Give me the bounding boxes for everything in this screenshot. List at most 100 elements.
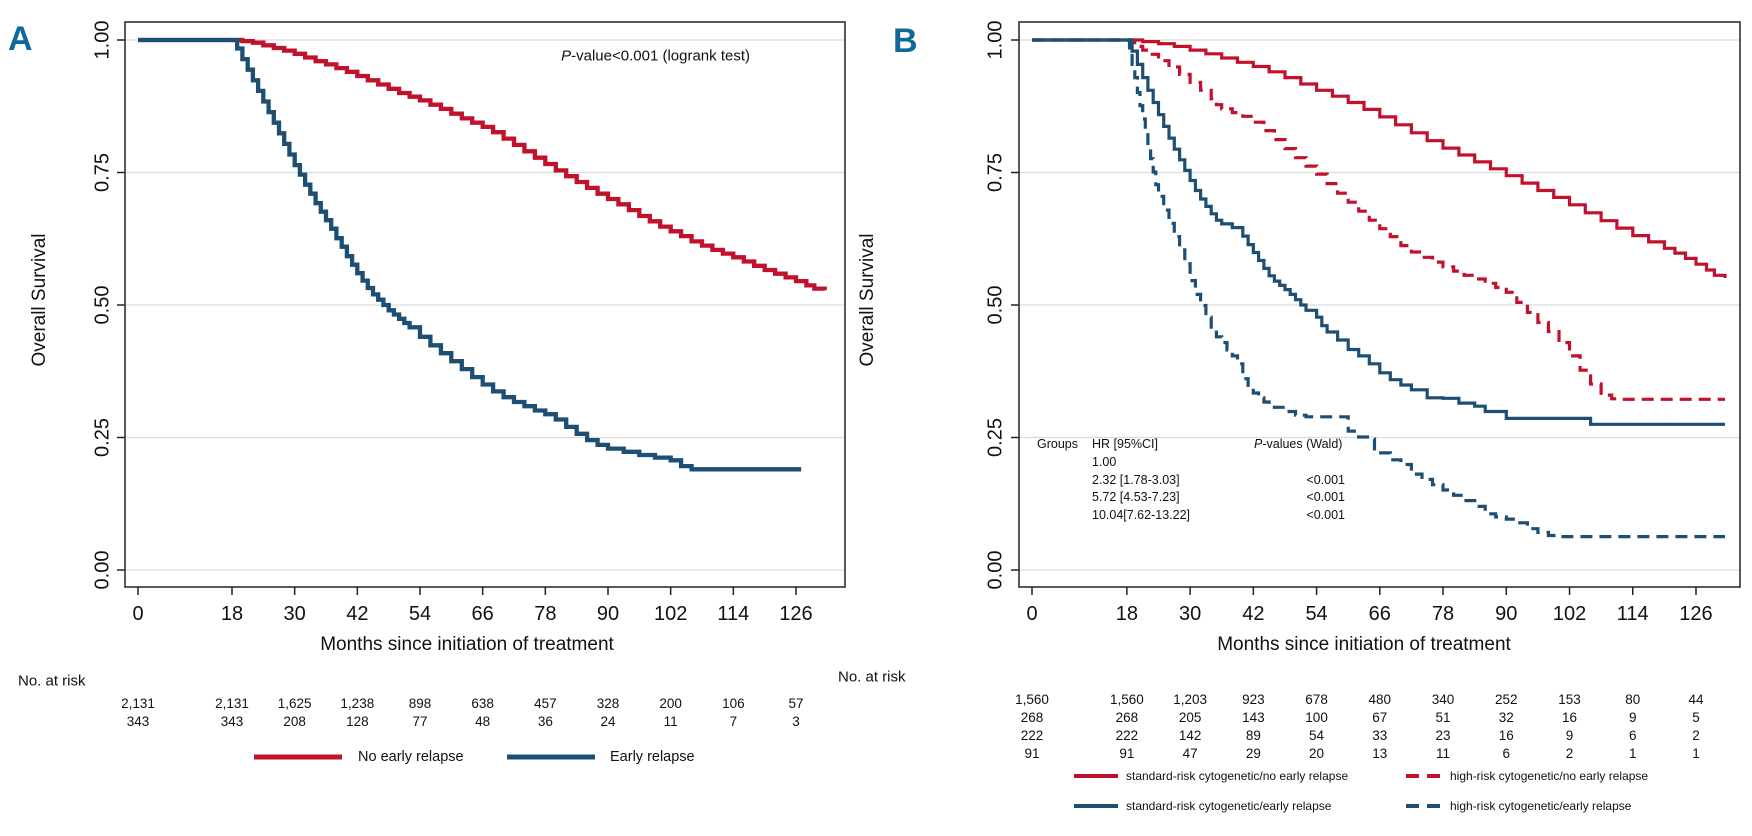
legend-swatch-solid	[1074, 774, 1118, 778]
legend-swatch-dashed	[1406, 804, 1442, 808]
x-tick-label: 66	[472, 603, 494, 625]
km-curve-standard-risk-cytogenetic-no-early-relapse	[1032, 38, 1727, 278]
risk-count: 36	[537, 713, 553, 729]
risk-count: 208	[283, 713, 306, 729]
x-tick-label: 90	[1495, 603, 1517, 625]
risk-count: 2,131	[121, 695, 155, 711]
risk-count: 20	[1309, 745, 1325, 761]
risk-count: 91	[1119, 745, 1135, 761]
km-curve-No-early-relapse	[138, 37, 827, 291]
risk-count: 100	[1305, 709, 1328, 725]
risk-count: 80	[1625, 691, 1641, 707]
legend-label: high-risk cytogenetic/no early relapse	[1450, 769, 1649, 783]
risk-count: 340	[1431, 691, 1455, 707]
risk-count: 3	[792, 713, 800, 729]
x-tick-label: 54	[1305, 603, 1327, 625]
panel-a-letter: A	[8, 20, 33, 58]
x-tick-label: 78	[1432, 603, 1454, 625]
km-curve-Early-relapse	[138, 37, 802, 472]
panel-a-y-axis-title: Overall Survival	[29, 233, 50, 367]
hr-table-value: 5.72 [4.53-7.23]	[1092, 490, 1180, 504]
x-tick-label: 102	[1553, 603, 1586, 625]
legend-label: standard-risk cytogenetic/no early relap…	[1126, 769, 1349, 783]
risk-count: 1	[1628, 745, 1637, 761]
panel-b-letter: B	[893, 22, 918, 60]
legend-label: high-risk cytogenetic/early relapse	[1450, 799, 1632, 813]
risk-count: 9	[1565, 727, 1574, 743]
x-tick-label: 126	[1679, 603, 1712, 625]
risk-count: 480	[1368, 691, 1392, 707]
risk-count: 16	[1562, 709, 1578, 725]
y-tick-label: 0.00	[984, 551, 1006, 590]
panel-b-y-axis-title: Overall Survival	[857, 233, 878, 367]
y-tick-label: 1.00	[984, 21, 1006, 60]
y-tick-label: 0.75	[91, 153, 113, 192]
risk-count: 268	[1115, 709, 1139, 725]
risk-count: 44	[1688, 691, 1704, 707]
risk-count: 54	[1309, 727, 1325, 743]
legend-label: Early relapse	[610, 749, 695, 765]
legend-label: standard-risk cytogenetic/early relapse	[1126, 799, 1332, 813]
legend-label: No early relapse	[358, 749, 464, 765]
panel-a-x-axis-title: Months since initiation of treatment	[320, 634, 614, 655]
x-tick-label: 66	[1369, 603, 1391, 625]
hr-table-header-groups: Groups	[1037, 437, 1078, 451]
risk-count: 67	[1372, 709, 1388, 725]
x-tick-label: 102	[654, 603, 687, 625]
risk-count: 222	[1020, 727, 1044, 743]
y-tick-label: 0.75	[984, 153, 1006, 192]
y-tick-label: 0.25	[91, 418, 113, 457]
x-tick-label: 78	[534, 603, 556, 625]
legend-swatch-solid	[254, 754, 342, 760]
panel-b-x-axis-title: Months since initiation of treatment	[1217, 634, 1511, 655]
risk-count: 328	[596, 695, 620, 711]
risk-count: 57	[788, 695, 804, 711]
risk-count: 48	[475, 713, 491, 729]
risk-count: 23	[1435, 727, 1451, 743]
km-curve-standard-risk-cytogenetic-early-relapse	[1032, 38, 1725, 426]
risk-count: 2,131	[215, 695, 249, 711]
risk-count: 91	[1024, 745, 1040, 761]
x-tick-label: 90	[597, 603, 619, 625]
risk-count: 142	[1178, 727, 1202, 743]
logrank-pvalue-annotation: P-value<0.001 (logrank test)	[561, 48, 750, 65]
hr-table-p-italic: P	[1254, 437, 1263, 451]
risk-count: 9	[1628, 709, 1637, 725]
risk-count: 89	[1245, 727, 1261, 743]
risk-count: 13	[1372, 745, 1388, 761]
risk-count: 638	[471, 695, 494, 711]
risk-count: 11	[663, 713, 678, 729]
risk-count: 5	[1692, 709, 1700, 725]
risk-count: 268	[1020, 709, 1044, 725]
hr-table-pvalue: <0.001	[1306, 490, 1345, 504]
panel-b-no-at-risk-label: No. at risk	[838, 668, 906, 686]
risk-count: 6	[1502, 745, 1511, 761]
risk-count: 343	[220, 713, 244, 729]
x-tick-label: 30	[1179, 603, 1201, 625]
x-tick-label: 18	[221, 603, 243, 625]
risk-count: 898	[408, 695, 432, 711]
risk-count: 252	[1495, 691, 1518, 707]
hr-table-pvalue: <0.001	[1306, 507, 1345, 522]
y-tick-label: 0.00	[91, 551, 113, 590]
risk-count: 77	[412, 713, 428, 729]
risk-count: 2	[1692, 727, 1700, 743]
pvalue-text: -value<0.001 (logrank test)	[571, 47, 750, 65]
risk-count: 33	[1372, 727, 1388, 743]
x-tick-label: 126	[779, 603, 812, 625]
hr-table-header-hr: HR [95%CI]	[1092, 437, 1158, 451]
panel-a-no-at-risk-label: No. at risk	[18, 672, 86, 690]
risk-count: 200	[659, 695, 682, 711]
risk-count: 923	[1242, 691, 1265, 707]
hr-table-value: 10.04[7.62-13.22]	[1092, 507, 1190, 522]
risk-count: 7	[729, 713, 738, 729]
x-tick-label: 114	[1617, 603, 1649, 625]
x-tick-label: 42	[346, 603, 368, 625]
risk-count: 128	[346, 713, 369, 729]
risk-count: 1	[1692, 745, 1700, 761]
risk-count: 1,203	[1173, 691, 1207, 707]
km-curve-high-risk-cytogenetic-no-early-relapse	[1032, 38, 1725, 401]
x-tick-label: 18	[1116, 603, 1138, 625]
risk-count: 6	[1628, 727, 1637, 743]
